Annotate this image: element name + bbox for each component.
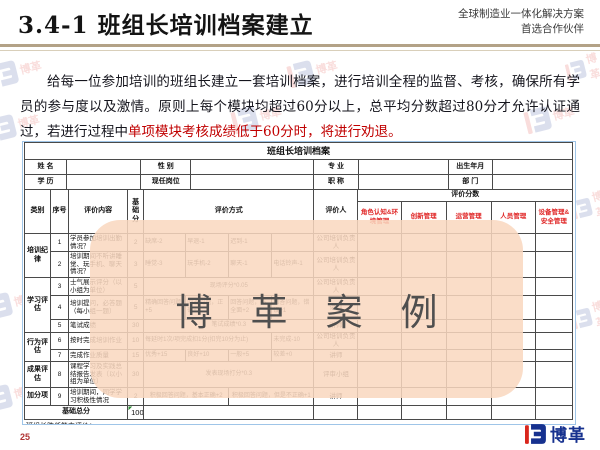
intro-paragraph: 给每一位参加培训的班组长建立一套培训档案，进行培训全程的监督、考核，确保所有学员… [20, 70, 580, 145]
company-tagline: 全球制造业一体化解决方案 首选合作伙伴 [458, 7, 584, 37]
intro-highlight: 单项模块考核成绩低于60分时，将进行劝退。 [128, 123, 402, 140]
score-cell [445, 405, 492, 420]
table-row: 姓 名 性 别 专 业 出生年月 [23, 159, 574, 175]
base-total-label: 基础总分 [23, 405, 129, 420]
position-value [190, 174, 315, 190]
table-row: 学 历 现任岗位 职 称 部 门 [23, 174, 574, 190]
page-number: 25 [20, 432, 31, 442]
department-value [491, 174, 574, 190]
header-divider [0, 44, 600, 51]
score-cell [534, 277, 574, 296]
brand-logo-text: 博革 [550, 426, 586, 445]
table-title: 班组长培训档案 [24, 142, 573, 160]
gender-label: 性 别 [140, 159, 192, 175]
brand-logo-icon [525, 423, 546, 444]
department-label: 部 门 [447, 174, 493, 190]
watermark-panel: 博革案例 [90, 220, 523, 398]
index-cell: 2 [50, 251, 70, 278]
index-cell: 4 [50, 295, 70, 320]
score-cell [534, 233, 574, 252]
page-title: 3.4-1 班组长培训档案建立 [18, 12, 314, 39]
category-cell: 加分项 [23, 387, 52, 406]
score-col-equipment: 设备管理&安全管理 [534, 201, 574, 234]
score-cell [534, 332, 574, 350]
score-cell [534, 295, 574, 320]
score-group-header: 评价分数 [357, 189, 573, 202]
name-value [66, 159, 142, 175]
tagline-line2: 首选合作伙伴 [521, 23, 584, 35]
category-cell: 行为评估 [23, 332, 52, 362]
index-cell: 9 [50, 387, 70, 406]
major-value [357, 159, 449, 175]
name-label: 姓 名 [23, 159, 68, 175]
index-header: 序号 [50, 189, 70, 234]
score-cell [534, 405, 574, 420]
score-cell [490, 405, 536, 420]
score-cell [534, 251, 574, 278]
base-total-value: 100 [127, 405, 145, 420]
table-header-row: 类别 序号 评价内容 基础分 评价方式 评价人 评价分数 [23, 189, 573, 234]
job-title-label: 职 称 [313, 174, 359, 190]
empty-cell [143, 405, 315, 420]
table-footer-row: 基础总分 100 [23, 405, 574, 420]
score-cell [534, 361, 574, 388]
category-cell: 学习评估 [23, 277, 52, 333]
job-title-value [357, 174, 449, 190]
index-cell: 5 [50, 319, 70, 333]
brand-logo: 博革 [525, 421, 586, 446]
index-cell: 3 [50, 277, 70, 296]
birthdate-value [491, 159, 574, 175]
birthdate-label: 出生年月 [447, 159, 493, 175]
gender-value [190, 159, 315, 175]
score-cell [534, 349, 574, 362]
tagline-line1: 全球制造业一体化解决方案 [458, 8, 584, 20]
category-header: 类别 [23, 189, 52, 234]
index-cell: 8 [50, 361, 70, 388]
position-label: 现任岗位 [140, 174, 192, 190]
major-label: 专 业 [313, 159, 359, 175]
score-cell [534, 387, 574, 406]
index-cell: 6 [50, 332, 70, 350]
personal-info-table: 姓 名 性 别 专 业 出生年月 学 历 现任岗位 职 称 部 门 [23, 159, 574, 190]
score-cell [357, 405, 402, 420]
score-cell [400, 405, 447, 420]
intro-text: 给每一位参加培训的班组长建立一套培训档案，进行培训全程的监督、考核，确保所有学员… [20, 73, 580, 140]
category-cell: 成果评估 [23, 361, 52, 388]
education-value [66, 174, 142, 190]
watermark-text: 博革案例 [175, 292, 476, 333]
index-cell: 1 [50, 233, 70, 252]
education-label: 学 历 [23, 174, 68, 190]
empty-cell [313, 405, 359, 420]
score-cell [534, 319, 574, 333]
index-cell: 7 [50, 349, 70, 362]
category-cell: 培训纪律 [23, 233, 52, 278]
table-footnote: 班组长胜任能力评价： [24, 421, 575, 424]
